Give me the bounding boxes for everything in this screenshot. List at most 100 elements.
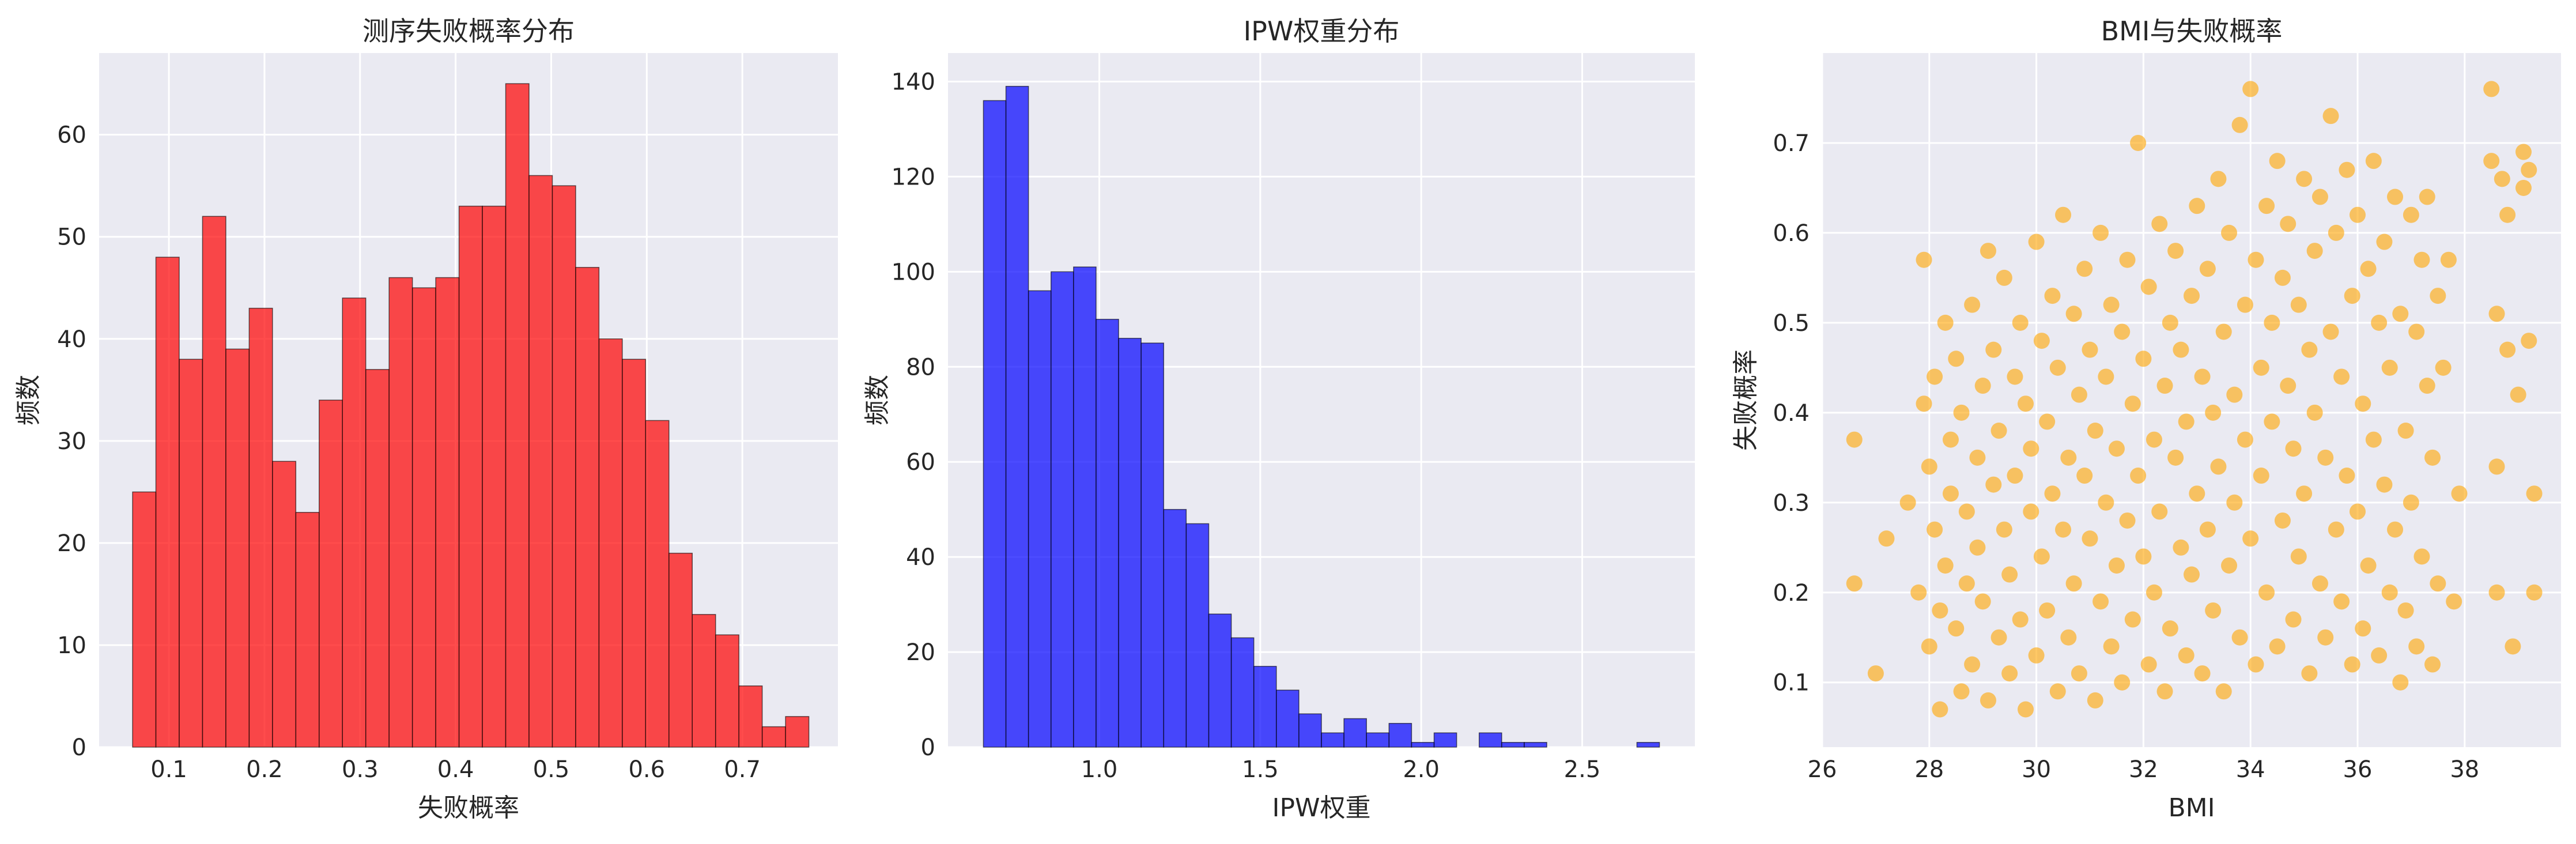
scatter-point [2376, 233, 2393, 250]
scatter-point [2108, 557, 2125, 574]
scatter-point [2162, 314, 2178, 331]
plot-background [1822, 53, 2561, 747]
x-tick-label: 32 [2129, 756, 2158, 783]
scatter-point [2028, 233, 2045, 250]
scatter-point [1942, 485, 1959, 502]
scatter-point [1990, 423, 2007, 439]
panel-2: 1.0 1.5 2.0 2.5 0 20 40 60 80 100 120 140 IPW权重分布 IPW… [863, 16, 1695, 823]
scatter-point [1985, 476, 2002, 493]
scatter-point [2494, 171, 2510, 187]
scatter-point [2001, 566, 2018, 583]
x-tick-label: 28 [1914, 756, 1944, 783]
scatter-point [1910, 584, 1927, 601]
scatter-point [2140, 278, 2157, 295]
scatter-point [2290, 296, 2307, 313]
scatter-point [2264, 413, 2280, 430]
scatter-point [2189, 198, 2205, 214]
y-tick-label: 60 [906, 449, 935, 476]
scatter-point [2264, 314, 2280, 331]
x-tick-label: 2.0 [1403, 756, 1440, 783]
scatter-point [2258, 584, 2275, 601]
scatter-point [1948, 351, 1965, 367]
scatter-point [2098, 368, 2114, 385]
scatter-point [1974, 378, 1991, 394]
scatter-point [2440, 251, 2457, 268]
scatter-point [2092, 593, 2109, 610]
scatter-point [2210, 458, 2227, 475]
scatter-point [2103, 296, 2120, 313]
scatter-point [2071, 386, 2087, 403]
scatter-point [2413, 548, 2430, 565]
scatter-point [2156, 378, 2173, 394]
y-tick-label: 40 [57, 326, 86, 353]
x-tick-label: 38 [2450, 756, 2479, 783]
scatter-point [2184, 566, 2200, 583]
histogram-bar [715, 634, 739, 748]
histogram-bar [458, 205, 483, 748]
histogram-bar [272, 461, 297, 748]
scatter-point [2296, 171, 2313, 187]
histogram-bar [622, 359, 647, 748]
scatter-point [2173, 539, 2189, 556]
x-tick-label: 30 [2022, 756, 2051, 783]
scatter-point [2515, 179, 2532, 196]
scatter-point [2387, 521, 2404, 538]
scatter-point [2076, 468, 2093, 484]
scatter-point [2055, 206, 2072, 223]
histogram-bar [668, 552, 693, 748]
y-axis-label: 频数 [863, 375, 892, 425]
scatter-point [2205, 404, 2222, 421]
scatter-point [2210, 171, 2227, 187]
scatter-point [2119, 512, 2136, 529]
histogram-bar [1073, 266, 1097, 748]
histogram-bar [1478, 732, 1502, 748]
scatter-point [2296, 485, 2313, 502]
scatter-point [2146, 431, 2162, 448]
scatter-point [2248, 251, 2264, 268]
scatter-point [2194, 665, 2211, 682]
scatter-point [2339, 468, 2355, 484]
histogram-bar [1208, 613, 1232, 748]
scatter-point [2033, 333, 2050, 349]
y-tick-label: 0.7 [1773, 130, 1810, 157]
scatter-point [1846, 431, 1863, 448]
scatter-point [2311, 189, 2328, 205]
histogram-bar [552, 185, 576, 748]
scatter-point [2205, 602, 2222, 619]
scatter-point [2381, 359, 2398, 376]
y-tick-label: 0.1 [1773, 670, 1810, 696]
scatter-point [2023, 503, 2039, 520]
x-axis-label: 失败概率 [418, 793, 519, 823]
scatter-point [2280, 378, 2297, 394]
scatter-point [1953, 404, 1970, 421]
scatter-point [2483, 81, 2500, 97]
histogram-bar [1028, 290, 1052, 748]
scatter-point [2242, 81, 2259, 97]
scatter-point [2082, 341, 2098, 358]
scatter-point [2189, 485, 2205, 502]
histogram-bar [1388, 723, 1412, 748]
scatter-point [2306, 404, 2323, 421]
scatter-point [2167, 449, 2184, 466]
scatter-point [2151, 503, 2168, 520]
x-tick-label: 0.5 [533, 756, 570, 783]
x-tick-label: 26 [1808, 756, 1837, 783]
x-tick-label: 0.2 [246, 756, 283, 783]
scatter-point [2178, 413, 2194, 430]
scatter-point [2146, 584, 2162, 601]
scatter-point [2285, 611, 2302, 628]
y-axis-label: 失败概率 [1731, 349, 1761, 451]
scatter-point [1958, 575, 1975, 592]
scatter-point [1942, 431, 1959, 448]
y-tick-label: 140 [892, 69, 935, 95]
scatter-point [2023, 440, 2039, 457]
scatter-point [2044, 485, 2061, 502]
y-tick-label: 50 [57, 224, 86, 251]
scatter-point [2419, 378, 2435, 394]
scatter-point [2387, 189, 2404, 205]
histogram-bar [1096, 319, 1119, 748]
scatter-point [2178, 647, 2194, 664]
scatter-point [2076, 261, 2093, 277]
histogram-bar [388, 277, 413, 748]
scatter-point [2049, 359, 2066, 376]
